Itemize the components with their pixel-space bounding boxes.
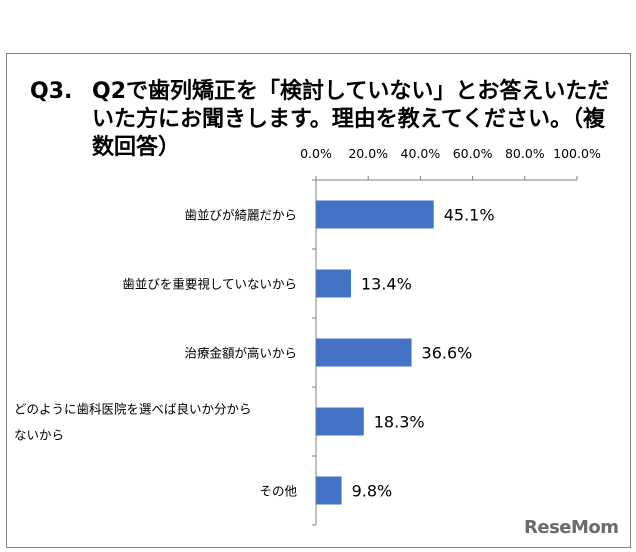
bar xyxy=(316,200,434,229)
category-label: その他 xyxy=(259,484,297,499)
category-label: 歯並びを重要視していないから xyxy=(122,277,297,292)
data-label: 36.6% xyxy=(422,344,473,363)
x-tick-label: 80.0% xyxy=(505,146,545,161)
category-label: 歯並びが綺麗だから xyxy=(184,208,297,223)
question-text: Q2で歯列矯正を「検討していない」とお答えいただいた方にお聞きします。理由を教え… xyxy=(92,79,610,160)
bar xyxy=(316,476,342,505)
data-label: 45.1% xyxy=(444,206,495,225)
x-tick-label: 0.0% xyxy=(300,146,332,161)
category-label: どのように歯科医院を選べば良いか分から xyxy=(14,402,252,417)
question-number: Q3. xyxy=(30,79,73,104)
resemom-logo: ReseMom xyxy=(524,517,619,538)
category-label: 治療金額が高いから xyxy=(184,346,297,361)
chart-frame xyxy=(6,53,631,548)
x-tick-label: 60.0% xyxy=(453,146,493,161)
bar xyxy=(316,269,351,298)
category-label: ないから xyxy=(14,428,64,443)
bar xyxy=(316,407,364,436)
data-label: 18.3% xyxy=(374,413,425,432)
x-tick-label: 40.0% xyxy=(401,146,441,161)
x-tick-label: 20.0% xyxy=(348,146,388,161)
data-label: 9.8% xyxy=(352,482,393,501)
bar xyxy=(316,338,412,367)
data-label: 13.4% xyxy=(361,275,412,294)
x-tick-label: 100.0% xyxy=(553,146,601,161)
